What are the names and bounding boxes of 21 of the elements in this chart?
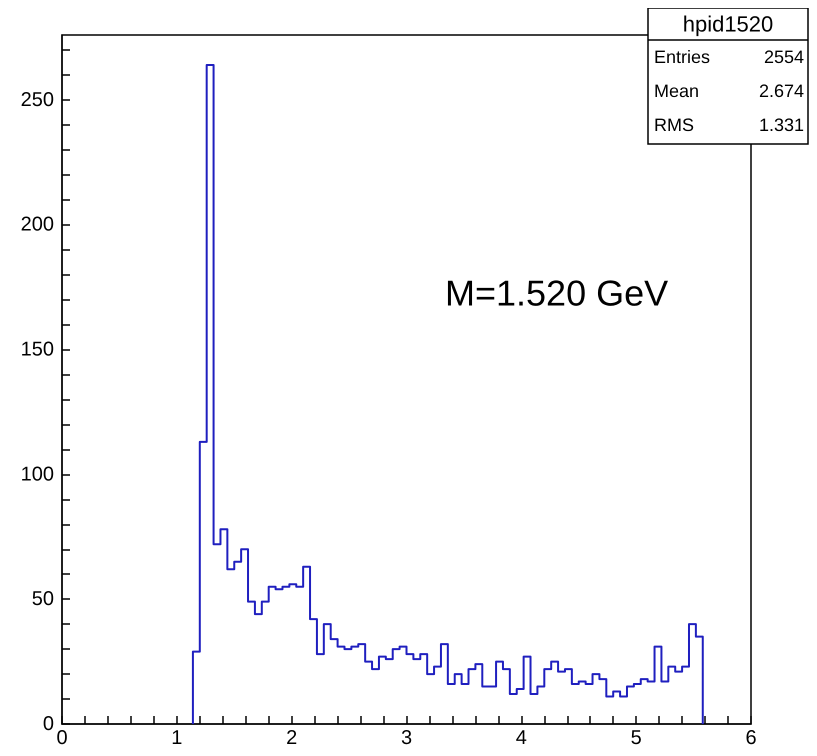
annotation: RMS xyxy=(654,115,694,135)
x-tick-label: 6 xyxy=(745,727,757,749)
x-tick-label: 2 xyxy=(286,727,298,749)
x-tick-label: 0 xyxy=(56,727,68,749)
annotation: Mean xyxy=(654,81,700,101)
y-tick-label: 100 xyxy=(20,463,54,486)
y-tick-label: 150 xyxy=(20,338,54,361)
annotation: hpid1520 xyxy=(682,12,774,36)
x-tick-label: 5 xyxy=(630,727,642,749)
y-tick-label: 0 xyxy=(42,713,54,735)
annotation: Entries xyxy=(654,47,710,67)
annotation: M=1.520 GeV xyxy=(445,272,668,314)
text: 2.674 xyxy=(758,81,804,101)
x-tick-label: 3 xyxy=(400,727,412,749)
y-tick-label: 50 xyxy=(32,588,54,610)
text: 1.331 xyxy=(758,115,804,135)
y-tick-label: 250 xyxy=(20,88,54,111)
y-tick-label: 200 xyxy=(20,214,54,236)
x-tick-label: 1 xyxy=(171,727,182,749)
text: 2554 xyxy=(764,47,804,67)
x-tick-label: 4 xyxy=(516,727,527,749)
